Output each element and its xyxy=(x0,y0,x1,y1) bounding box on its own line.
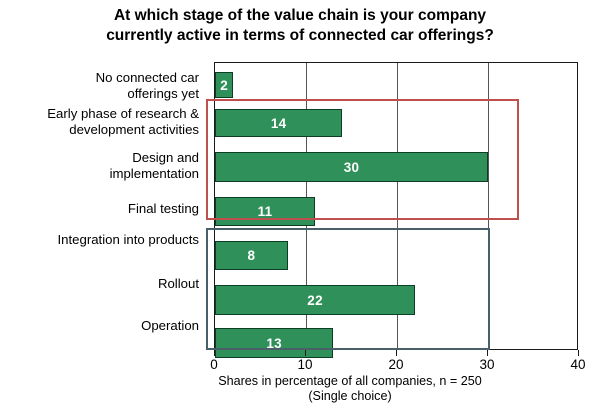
bar-final-testing xyxy=(215,197,316,226)
xtick-40 xyxy=(578,350,579,356)
x-axis-caption: Shares in percentage of all companies, n… xyxy=(218,374,482,403)
xtick-label-10: 10 xyxy=(297,357,313,372)
gridline-20 xyxy=(397,63,398,349)
y-axis-label-2: Design and implementation xyxy=(109,150,199,181)
xtick-0 xyxy=(214,350,215,356)
bar-value-label-6: 13 xyxy=(266,336,282,351)
y-axis-label-4: Integration into products xyxy=(57,232,200,247)
bar-rollout xyxy=(215,285,416,315)
y-axis-label-0: No connected car offerings yet xyxy=(95,70,199,101)
y-axis-label-1: Early phase of research & development ac… xyxy=(47,106,199,137)
bar-early-phase-of-research-and-development xyxy=(215,109,343,137)
xtick-10 xyxy=(305,350,306,356)
xtick-label-0: 0 xyxy=(210,357,218,372)
bar-value-label-1: 14 xyxy=(270,116,287,131)
bar-value-label-0: 2 xyxy=(220,78,228,93)
red-highlight-box xyxy=(206,99,519,220)
bar-integration-into-products xyxy=(215,241,288,270)
bar-value-label-5: 22 xyxy=(307,293,323,308)
bar-no-connected-car-offerings-yet xyxy=(215,72,234,98)
chart-title: At which stage of the value chain is you… xyxy=(106,7,494,44)
xtick-20 xyxy=(396,350,397,356)
bar-value-label-2: 30 xyxy=(343,160,360,175)
xtick-label-30: 30 xyxy=(479,357,495,372)
bar-value-label-4: 8 xyxy=(247,248,256,263)
y-axis-label-6: Operation xyxy=(141,318,199,333)
y-axis-label-5: Rollout xyxy=(157,276,199,291)
xtick-label-40: 40 xyxy=(570,357,586,372)
slate-highlight-box xyxy=(206,228,490,350)
bar-value-label-3: 11 xyxy=(257,204,273,219)
bar-design-and-implementation xyxy=(215,152,488,182)
xtick-label-20: 20 xyxy=(388,357,404,372)
xtick-30 xyxy=(487,350,488,356)
y-axis-label-3: Final testing xyxy=(127,201,199,216)
bar-operation xyxy=(215,328,334,358)
gridline-30 xyxy=(488,63,489,349)
